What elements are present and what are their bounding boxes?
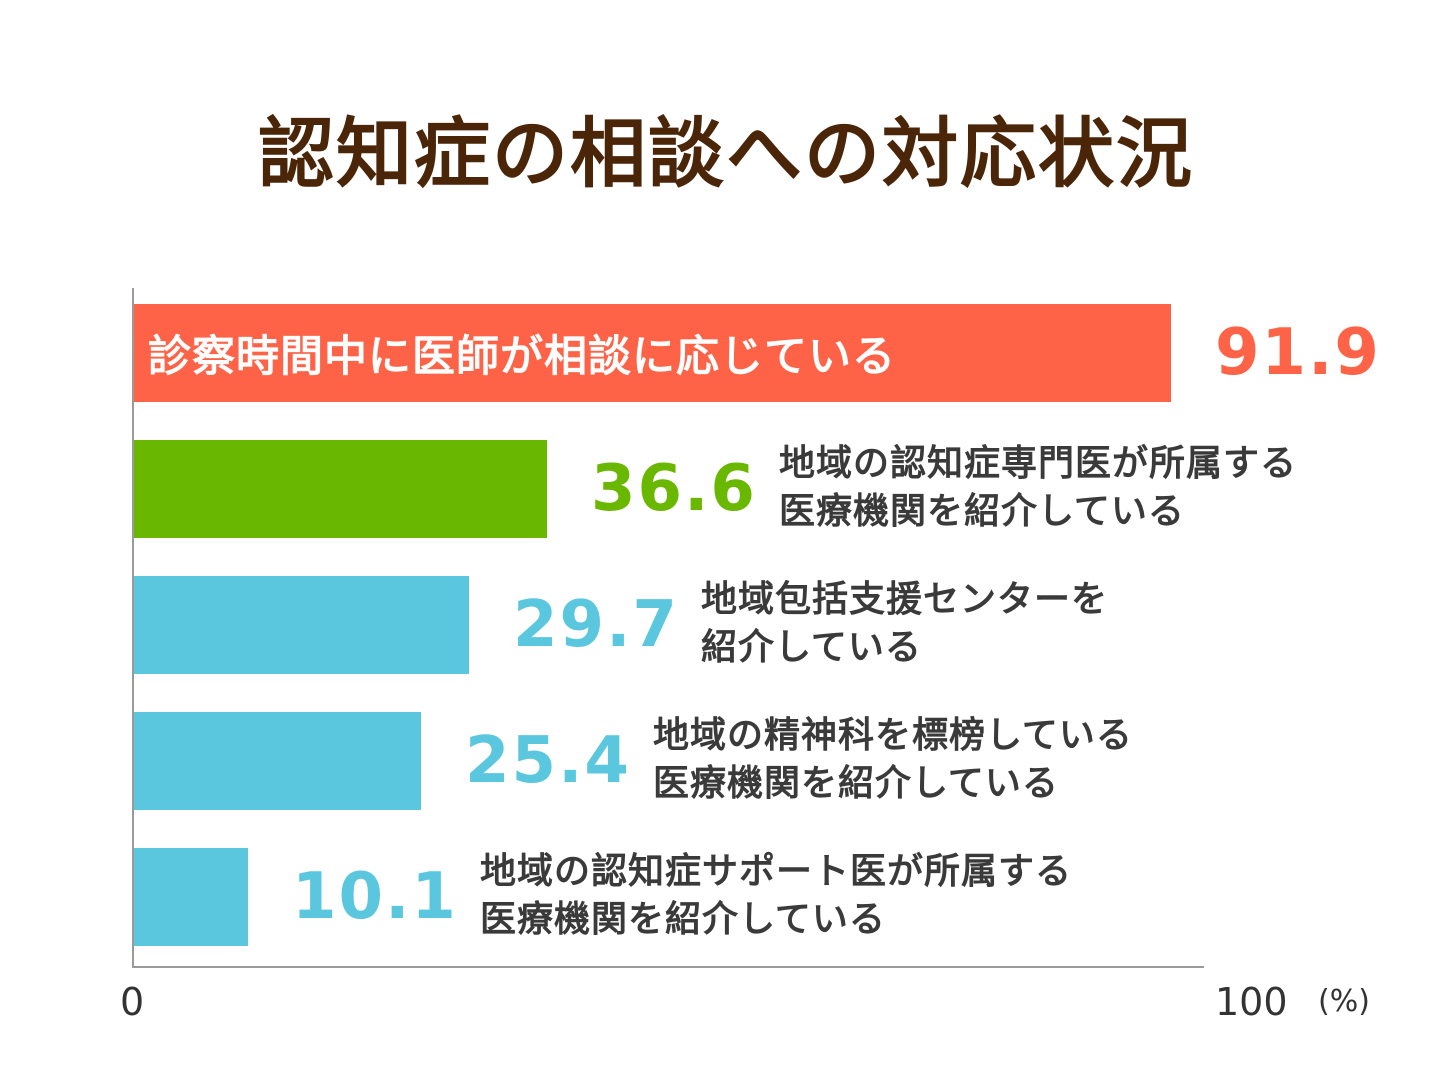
value-label-2: 29.7 bbox=[513, 588, 679, 662]
value-label-0: 91.9 bbox=[1215, 316, 1381, 390]
category-label-1: 地域の認知症専門医が所属する 医療機関を紹介している bbox=[779, 443, 1298, 532]
category-label-3: 地域の精神科を標榜している 医療機関を紹介している bbox=[653, 715, 1133, 804]
value-label-3: 25.4 bbox=[465, 724, 631, 798]
category-label-2: 地域包括支援センターを 紹介している bbox=[701, 579, 1109, 668]
value-label-4: 10.1 bbox=[292, 860, 458, 934]
x-axis-unit: (%) bbox=[1318, 984, 1370, 1019]
x-tick-label-100: 100 bbox=[1215, 980, 1288, 1024]
bar-1 bbox=[134, 440, 547, 538]
y-axis-line bbox=[132, 288, 134, 968]
bar-2 bbox=[134, 576, 469, 674]
category-label-4: 地域の認知症サポート医が所属する 医療機関を紹介している bbox=[480, 851, 1073, 940]
value-label-1: 36.6 bbox=[591, 452, 757, 526]
category-label-0: 診察時間中に医師が相談に応じている bbox=[148, 332, 896, 382]
x-axis-line bbox=[132, 966, 1204, 968]
chart-title: 認知症の相談への対応状況 bbox=[258, 109, 1194, 198]
x-tick-label-0: 0 bbox=[120, 980, 145, 1024]
bar-0: 診察時間中に医師が相談に応じている bbox=[134, 304, 1171, 402]
bar-4 bbox=[134, 848, 248, 946]
bar-3 bbox=[134, 712, 421, 810]
